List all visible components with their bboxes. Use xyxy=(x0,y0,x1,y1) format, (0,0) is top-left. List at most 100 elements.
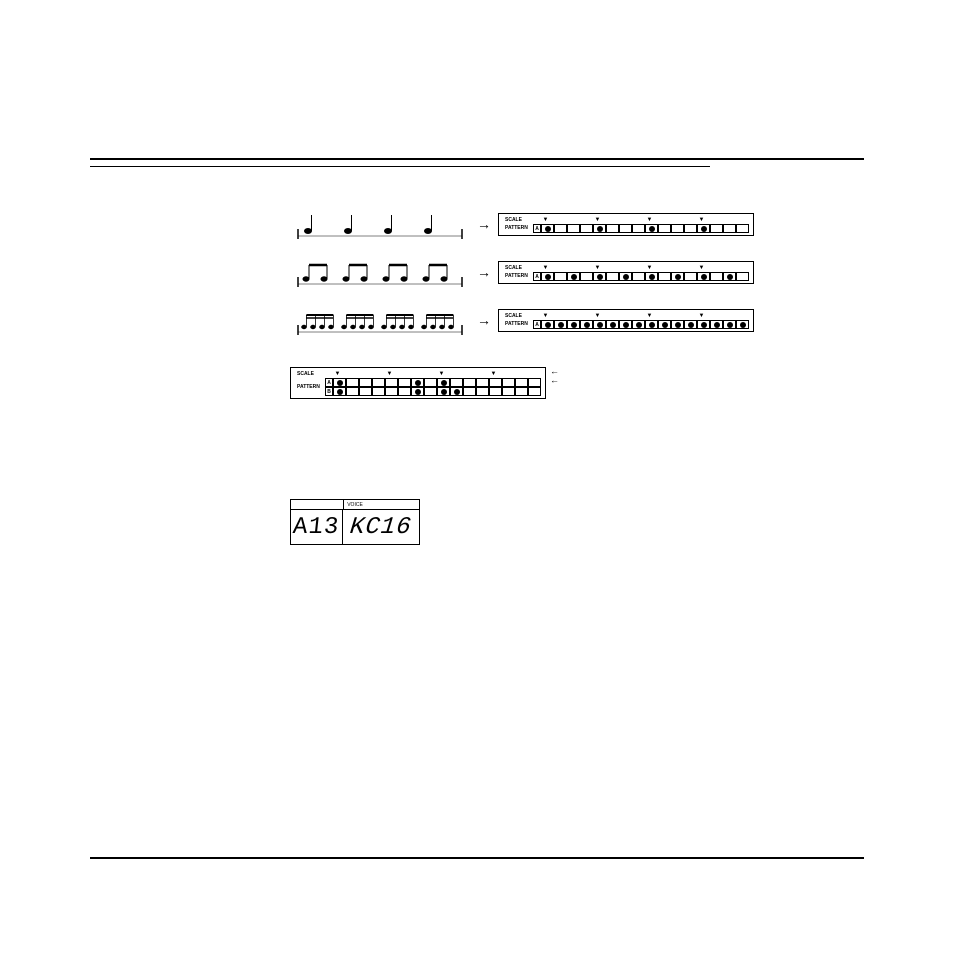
tick-mark: ▼ xyxy=(591,312,604,320)
pattern-cell xyxy=(541,320,554,329)
pattern-cell xyxy=(580,224,593,233)
pattern-cell xyxy=(450,387,463,396)
tick-mark xyxy=(630,264,643,272)
music-notation xyxy=(290,255,470,289)
tick-mark: ▼ xyxy=(643,216,656,224)
pattern-cell xyxy=(463,378,476,387)
step-dot xyxy=(701,322,707,328)
tick-mark: ▼ xyxy=(383,370,396,378)
tick-mark xyxy=(734,216,747,224)
tick-mark xyxy=(734,312,747,320)
pattern-cell xyxy=(541,224,554,233)
step-dot xyxy=(610,322,616,328)
step-dot xyxy=(441,389,447,395)
tick-mark xyxy=(669,312,682,320)
pattern-cell xyxy=(619,272,632,281)
tick-mark xyxy=(409,370,422,378)
pattern-cell xyxy=(723,272,736,281)
tick-mark xyxy=(682,312,695,320)
step-dot xyxy=(727,322,733,328)
lcd-right-segment: KC16 xyxy=(343,514,419,541)
tick-mark xyxy=(370,370,383,378)
step-dot xyxy=(701,274,707,280)
step-dot xyxy=(545,226,551,232)
step-dot xyxy=(545,322,551,328)
tick-mark xyxy=(578,264,591,272)
pattern-cell xyxy=(684,272,697,281)
pattern-cell xyxy=(515,378,528,387)
tick-mark xyxy=(526,370,539,378)
pattern-cell xyxy=(736,272,749,281)
pattern-cell xyxy=(437,378,450,387)
pattern-cell xyxy=(710,224,723,233)
tick-mark xyxy=(565,216,578,224)
tick-mark xyxy=(396,370,409,378)
step-dot xyxy=(688,322,694,328)
tick-mark: ▼ xyxy=(695,216,708,224)
step-dot xyxy=(597,274,603,280)
pattern-cell xyxy=(502,378,515,387)
step-dot xyxy=(415,380,421,386)
pattern-cell xyxy=(567,320,580,329)
tick-mark xyxy=(656,216,669,224)
pattern-cell xyxy=(437,387,450,396)
step-dot xyxy=(597,226,603,232)
step-dot xyxy=(675,322,681,328)
step-dot xyxy=(662,322,668,328)
step-dot xyxy=(545,274,551,280)
pattern-cell xyxy=(372,387,385,396)
pattern-cell xyxy=(632,320,645,329)
pattern-cell xyxy=(645,224,658,233)
example-row: → SCALE ▼▼▼▼ PATTERN A xyxy=(290,303,830,337)
pattern-cell xyxy=(359,378,372,387)
notation-examples: → SCALE ▼▼▼▼ PATTERN A → SCALE ▼▼▼▼ PATT… xyxy=(290,207,830,337)
pattern-cell xyxy=(372,378,385,387)
pattern-cell xyxy=(541,272,554,281)
lcd-left-segment: A13 xyxy=(291,510,343,544)
step-dot xyxy=(701,226,707,232)
lcd-header: VOICE xyxy=(291,500,419,510)
pattern-cell xyxy=(619,320,632,329)
tick-mark: ▼ xyxy=(643,312,656,320)
step-dot xyxy=(714,322,720,328)
tick-mark xyxy=(682,216,695,224)
lcd-voice-label: VOICE xyxy=(347,502,363,508)
arrow-icon: → xyxy=(470,312,498,328)
pattern-cell xyxy=(710,272,723,281)
pattern-cell xyxy=(697,224,710,233)
pattern-cell xyxy=(606,224,619,233)
pattern-cell xyxy=(632,224,645,233)
example-row: → SCALE ▼▼▼▼ PATTERN A xyxy=(290,255,830,289)
tick-mark xyxy=(708,312,721,320)
tick-mark: ▼ xyxy=(435,370,448,378)
pattern-cell xyxy=(528,378,541,387)
pattern-cell xyxy=(476,387,489,396)
pattern-cell xyxy=(606,320,619,329)
tick-mark xyxy=(617,312,630,320)
tick-mark xyxy=(513,370,526,378)
pattern-grid: SCALE ▼▼▼▼ PATTERN A xyxy=(498,309,754,332)
pattern-label: PATTERN xyxy=(503,321,533,327)
tick-mark xyxy=(357,370,370,378)
tick-mark xyxy=(604,312,617,320)
pattern-cell xyxy=(658,272,671,281)
pattern-cell xyxy=(385,387,398,396)
top-rule-thick xyxy=(90,158,864,160)
tick-mark xyxy=(500,370,513,378)
pattern-cell xyxy=(580,272,593,281)
pattern-cell xyxy=(736,320,749,329)
pattern-label: PATTERN xyxy=(503,225,533,231)
lcd-left-text: A13 xyxy=(292,514,341,541)
step-dot xyxy=(740,322,746,328)
pattern-cell xyxy=(697,272,710,281)
bottom-rule xyxy=(90,857,864,859)
pattern-cell xyxy=(645,272,658,281)
pattern-label: PATTERN xyxy=(503,273,533,279)
arrow-icon: → xyxy=(470,264,498,280)
tick-mark xyxy=(656,312,669,320)
pattern-cell xyxy=(424,378,437,387)
step-dot xyxy=(558,322,564,328)
pattern-cell xyxy=(476,378,489,387)
pattern-cell xyxy=(606,272,619,281)
lcd-divider xyxy=(343,500,344,509)
